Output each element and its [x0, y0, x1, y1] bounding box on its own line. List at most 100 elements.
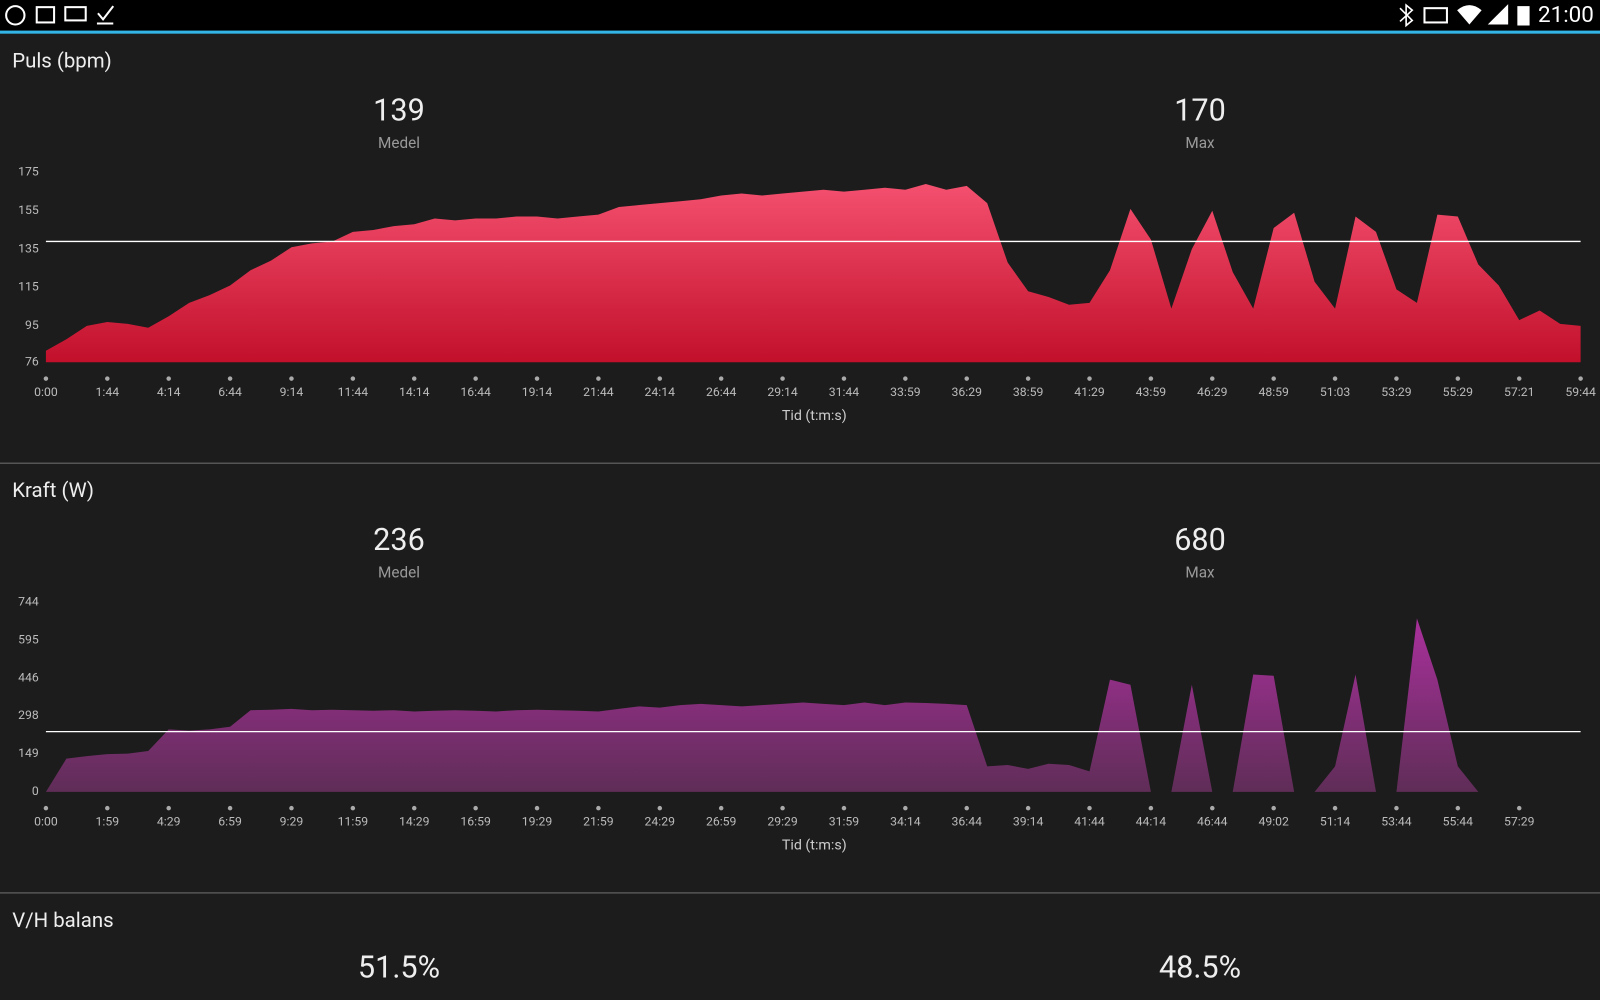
x-tick-dot	[780, 376, 785, 381]
x-tick-label: 11:59	[338, 815, 369, 829]
balance-left: 51.5%	[358, 950, 440, 985]
section-title: Puls (bpm)	[12, 49, 112, 73]
y-tick-label: 115	[18, 280, 39, 294]
y-tick-label: 175	[18, 165, 39, 179]
notif-icon	[5, 5, 26, 26]
x-tick-label: 9:29	[280, 815, 304, 829]
x-tick-dot	[1516, 805, 1522, 811]
x-tick-label: 41:29	[1074, 385, 1105, 399]
y-tick-label: 595	[18, 632, 39, 646]
x-tick-label: 24:14	[645, 385, 676, 399]
x-tick-dot	[841, 376, 847, 381]
stat-value: 139	[373, 93, 425, 128]
x-tick-dot	[227, 376, 233, 381]
y-tick-label: 76	[25, 354, 39, 368]
x-tick-label: 59:44	[1565, 385, 1596, 399]
x-tick-dot	[1025, 376, 1031, 381]
x-tick-label: 26:59	[706, 815, 737, 829]
x-tick-label: 31:59	[829, 815, 860, 829]
x-tick-dot	[718, 805, 724, 811]
x-tick-dot	[289, 805, 294, 811]
x-tick-label: 46:29	[1197, 385, 1228, 399]
x-tick-label: 4:29	[157, 815, 181, 829]
x-tick-label: 21:44	[583, 385, 614, 399]
x-tick-label: 21:59	[583, 815, 614, 829]
x-tick-dot	[1516, 376, 1522, 381]
x-tick-label: 31:44	[829, 385, 860, 399]
x-tick-label: 11:44	[338, 385, 369, 399]
x-tick-dot	[1271, 376, 1276, 381]
x-tick-label: 57:29	[1504, 815, 1535, 829]
mute-icon	[1423, 7, 1448, 24]
notif-icon	[96, 5, 115, 25]
status-bar	[0, 0, 1600, 31]
x-tick-dot	[43, 805, 49, 811]
x-tick-label: 33:59	[890, 385, 921, 399]
stat-label: Medel	[378, 134, 420, 152]
x-tick-dot	[596, 805, 601, 811]
x-tick-label: 6:59	[218, 815, 242, 829]
wifi-icon	[1457, 5, 1482, 25]
x-axis-label: Tid (t:m:s)	[782, 408, 847, 424]
x-tick-label: 53:29	[1381, 385, 1412, 399]
x-tick-dot	[657, 805, 663, 811]
x-tick-dot	[1332, 805, 1338, 811]
x-tick-label: 36:29	[952, 385, 983, 399]
x-tick-dot	[1210, 805, 1215, 811]
x-tick-label: 0:00	[34, 385, 58, 399]
x-tick-dot	[1578, 376, 1583, 381]
section-title: V/H balans	[12, 908, 113, 932]
x-tick-label: 29:29	[767, 815, 798, 829]
x-tick-dot	[964, 805, 969, 811]
x-tick-label: 0:00	[34, 815, 58, 829]
x-tick-dot	[411, 805, 417, 811]
x-tick-label: 53:44	[1381, 815, 1412, 829]
stat-label: Max	[1185, 134, 1215, 152]
x-tick-label: 14:14	[399, 385, 430, 399]
x-tick-dot	[718, 376, 724, 381]
y-tick-label: 95	[25, 318, 39, 332]
balance-right: 48.5%	[1159, 950, 1241, 985]
x-tick-label: 29:14	[767, 385, 798, 399]
x-tick-dot	[411, 376, 417, 381]
x-tick-label: 34:14	[890, 815, 921, 829]
x-tick-dot	[1394, 805, 1399, 811]
x-tick-dot	[105, 376, 110, 381]
x-tick-dot	[105, 805, 110, 811]
section-title: Kraft (W)	[12, 478, 94, 502]
x-tick-label: 44:14	[1136, 815, 1167, 829]
x-tick-label: 38:59	[1013, 385, 1044, 399]
x-tick-dot	[473, 376, 478, 381]
battery-icon	[1517, 6, 1530, 26]
x-tick-label: 41:44	[1074, 815, 1105, 829]
x-tick-label: 48:59	[1258, 385, 1289, 399]
x-tick-dot	[166, 805, 171, 811]
x-tick-label: 51:14	[1320, 815, 1351, 829]
x-tick-label: 26:44	[706, 385, 737, 399]
notif-icon	[64, 6, 87, 22]
x-tick-label: 24:29	[645, 815, 676, 829]
x-tick-label: 16:59	[460, 815, 491, 829]
area	[45, 183, 1581, 363]
x-tick-dot	[289, 376, 294, 381]
x-tick-dot	[1210, 376, 1215, 381]
x-tick-dot	[780, 805, 785, 811]
x-tick-dot	[1087, 376, 1092, 381]
clock: 21:00	[1538, 2, 1594, 28]
x-tick-label: 36:44	[952, 815, 983, 829]
stat-value: 680	[1174, 523, 1226, 558]
x-tick-dot	[1087, 805, 1092, 811]
x-tick-dot	[534, 376, 540, 381]
x-tick-dot	[1455, 805, 1461, 811]
area	[45, 618, 1479, 792]
x-tick-label: 1:44	[96, 385, 120, 399]
x-tick-label: 16:44	[460, 385, 491, 399]
x-tick-label: 19:14	[522, 385, 553, 399]
x-tick-dot	[903, 376, 908, 381]
x-tick-dot	[1148, 805, 1154, 811]
bluetooth-icon	[1399, 3, 1414, 28]
x-tick-label: 55:29	[1443, 385, 1474, 399]
x-tick-dot	[166, 376, 171, 381]
x-tick-label: 49:02	[1258, 815, 1289, 829]
